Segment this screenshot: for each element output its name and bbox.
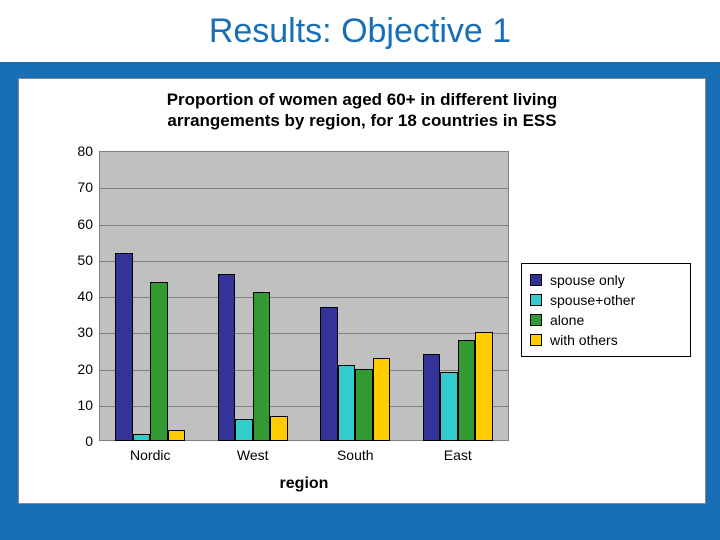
legend-item: spouse+other — [530, 290, 682, 310]
y-tick-label: 80 — [77, 143, 93, 159]
x-axis-label: region — [280, 475, 329, 493]
bar — [355, 369, 372, 442]
bar — [235, 419, 252, 441]
bar — [440, 372, 457, 441]
legend-label: alone — [550, 312, 584, 328]
chart-title: Proportion of women aged 60+ in differen… — [19, 79, 705, 138]
bar — [150, 282, 167, 442]
x-tick-label: East — [444, 447, 472, 463]
legend-item: spouse only — [530, 270, 682, 290]
bar — [475, 332, 492, 441]
bar — [115, 253, 132, 442]
bar — [373, 358, 390, 441]
bar — [423, 354, 440, 441]
bar — [458, 340, 475, 442]
slide-title: Results: Objective 1 — [209, 12, 511, 51]
x-tick-label: West — [237, 447, 269, 463]
bar — [133, 434, 150, 441]
bar — [168, 430, 185, 441]
legend-swatch — [530, 314, 542, 326]
legend-label: spouse only — [550, 272, 625, 288]
chart-body: % with poor self rated health 0102030405… — [19, 141, 705, 503]
chart-panel: Proportion of women aged 60+ in differen… — [18, 78, 706, 504]
y-tick-label: 70 — [77, 179, 93, 195]
legend-item: with others — [530, 330, 682, 350]
legend: spouse only spouse+other alone with others — [521, 263, 691, 357]
y-tick-label: 30 — [77, 324, 93, 340]
legend-swatch — [530, 294, 542, 306]
bar — [270, 416, 287, 441]
y-tick-label: 10 — [77, 397, 93, 413]
y-tick-label: 0 — [85, 433, 93, 449]
legend-swatch — [530, 334, 542, 346]
y-tick-label: 60 — [77, 216, 93, 232]
legend-item: alone — [530, 310, 682, 330]
legend-label: with others — [550, 332, 618, 348]
bars-layer — [99, 151, 509, 441]
x-tick-label: South — [337, 447, 374, 463]
bar — [320, 307, 337, 441]
bar — [218, 274, 235, 441]
slide-header: Results: Objective 1 — [0, 0, 720, 62]
y-tick-label: 40 — [77, 288, 93, 304]
bar — [253, 292, 270, 441]
bar — [338, 365, 355, 441]
plot-region: 01020304050607080 NordicWestSouthEast re… — [99, 151, 509, 441]
legend-label: spouse+other — [550, 292, 635, 308]
y-tick-label: 50 — [77, 252, 93, 268]
y-tick-label: 20 — [77, 361, 93, 377]
x-tick-label: Nordic — [130, 447, 170, 463]
legend-swatch — [530, 274, 542, 286]
